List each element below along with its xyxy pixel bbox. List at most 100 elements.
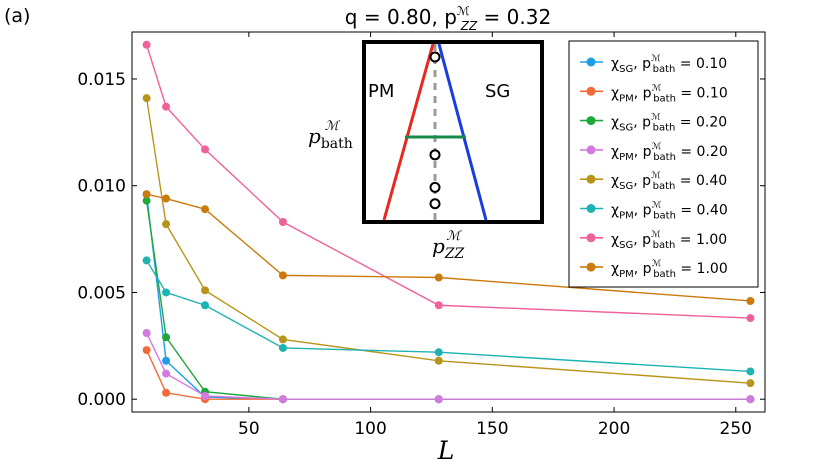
inset-xlabel-sub: ZZ: [444, 246, 465, 262]
inset-region-sg: SG: [485, 81, 510, 102]
data-point: [201, 391, 210, 400]
data-point: [201, 145, 210, 154]
data-point: [162, 194, 171, 203]
inset-marked-point: [429, 149, 441, 161]
data-point: [142, 256, 151, 265]
inset-xlabel-sup: ℳ: [446, 229, 462, 244]
data-point: [142, 346, 151, 355]
y-tick-label: 0.015: [77, 70, 126, 90]
series-line: [145, 98, 751, 384]
data-point: [746, 314, 755, 323]
inset-region-pm: PM: [368, 81, 394, 102]
legend-label: χSG, pℳ bath = 0.40: [611, 171, 727, 192]
data-point: [162, 102, 171, 111]
legend-swatch-marker: [586, 233, 596, 243]
inset-ylabel-sup: ℳ: [325, 119, 341, 134]
inset-xlabel: pZZ ℳ: [432, 229, 465, 262]
series-line: [145, 44, 751, 319]
series-line: [145, 332, 751, 400]
inset-marked-point: [429, 181, 441, 193]
legend-frame: [568, 40, 759, 288]
legend-label: χPM, pℳ bath = 1.00: [611, 259, 728, 280]
series-7: [142, 40, 755, 323]
inset-marked-points: [429, 51, 441, 210]
legend-swatch-marker: [586, 204, 596, 213]
inset-phase-diagram: PM SG pbathℳ pZZℳ: [308, 40, 544, 262]
x-axis-label: L: [437, 436, 455, 465]
series-6: [142, 256, 755, 376]
y-tick-label: 0.005: [77, 283, 126, 303]
series-layer: [142, 40, 755, 404]
x-tick-label: 50: [238, 419, 260, 439]
data-point: [162, 220, 171, 229]
data-point: [434, 356, 443, 365]
series-line: [146, 260, 751, 373]
data-point: [142, 40, 151, 49]
series-4: [142, 329, 755, 404]
data-point: [434, 301, 443, 310]
data-point: [278, 335, 287, 344]
legend-item: χSG, pℳ bath = 0.20: [580, 113, 727, 134]
data-point: [201, 286, 210, 295]
legend-label: χPM, pℳ bath = 0.20: [611, 142, 728, 163]
data-point: [162, 333, 171, 342]
legend-item: χSG, pℳ bath = 1.00: [580, 230, 727, 251]
inset-xlabel-p: p: [432, 234, 445, 258]
inset-ylabel-sub: bath: [321, 136, 353, 152]
data-point: [142, 196, 151, 205]
series-line: [145, 349, 751, 400]
data-point: [142, 329, 151, 338]
x-tick-label: 100: [354, 419, 386, 439]
y-tick-label: 0.010: [77, 177, 126, 197]
data-point: [278, 218, 287, 226]
data-point: [746, 296, 755, 305]
data-point: [746, 379, 755, 388]
legend: χSG, pℳ bath = 0.10 χPM, pℳ bath = 0.10 χSG,…: [568, 40, 759, 288]
data-point: [162, 288, 171, 297]
panel-label: (a): [4, 5, 30, 27]
inset-ylabel: pbath ℳ: [308, 119, 353, 152]
data-point: [162, 388, 171, 397]
title-sub: ZZ: [460, 19, 478, 33]
x-tick-label: 250: [720, 419, 752, 439]
data-point: [278, 395, 287, 404]
data-point: [142, 190, 151, 199]
legend-item: χPM, pℳ bath = 1.00: [580, 259, 728, 280]
data-point: [746, 395, 755, 404]
data-point: [434, 395, 443, 404]
legend-swatch-marker: [586, 86, 596, 96]
data-point: [278, 343, 287, 352]
y-tick-label: 0.000: [77, 390, 126, 410]
inset-sg-boundary: [437, 43, 488, 221]
x-tick-label: 200: [598, 419, 630, 439]
data-point: [278, 271, 287, 280]
title-base: q = 0.80, p: [345, 5, 457, 29]
legend-item: χPM, pℳ bath = 0.10: [580, 83, 728, 104]
legend-swatch-marker: [586, 116, 596, 126]
legend-item: χPM, pℳ bath = 0.20: [580, 142, 728, 163]
data-point: [434, 273, 443, 282]
legend-label: χPM, pℳ bath = 0.40: [611, 201, 728, 222]
series-5: [142, 94, 755, 388]
inset-pm-boundary: [382, 43, 435, 221]
plot-frame: [131, 31, 766, 413]
title-sup: ℳ: [457, 4, 470, 18]
data-point: [434, 348, 443, 357]
legend-label: χSG, pℳ bath = 0.20: [611, 113, 727, 134]
data-point: [162, 356, 171, 365]
x-tick-label: 150: [476, 419, 508, 439]
legend-label: χPM, pℳ bath = 0.10: [611, 83, 728, 104]
legend-item: χSG, pℳ bath = 0.10: [580, 54, 727, 75]
data-point: [162, 369, 171, 378]
data-point: [201, 205, 210, 214]
title-tail: = 0.32: [477, 5, 551, 29]
inset-marked-point: [429, 51, 441, 63]
legend-swatch-marker: [586, 145, 596, 155]
axis-ticks: 50 100 150 200 250 0.000 0.005 0.010 0.015: [77, 32, 765, 439]
inset-ylabel-p: p: [308, 124, 321, 148]
data-point: [201, 301, 210, 310]
data-point: [142, 94, 151, 103]
legend-swatch-marker: [586, 57, 596, 67]
legend-label: χSG, pℳ bath = 0.10: [611, 54, 727, 75]
